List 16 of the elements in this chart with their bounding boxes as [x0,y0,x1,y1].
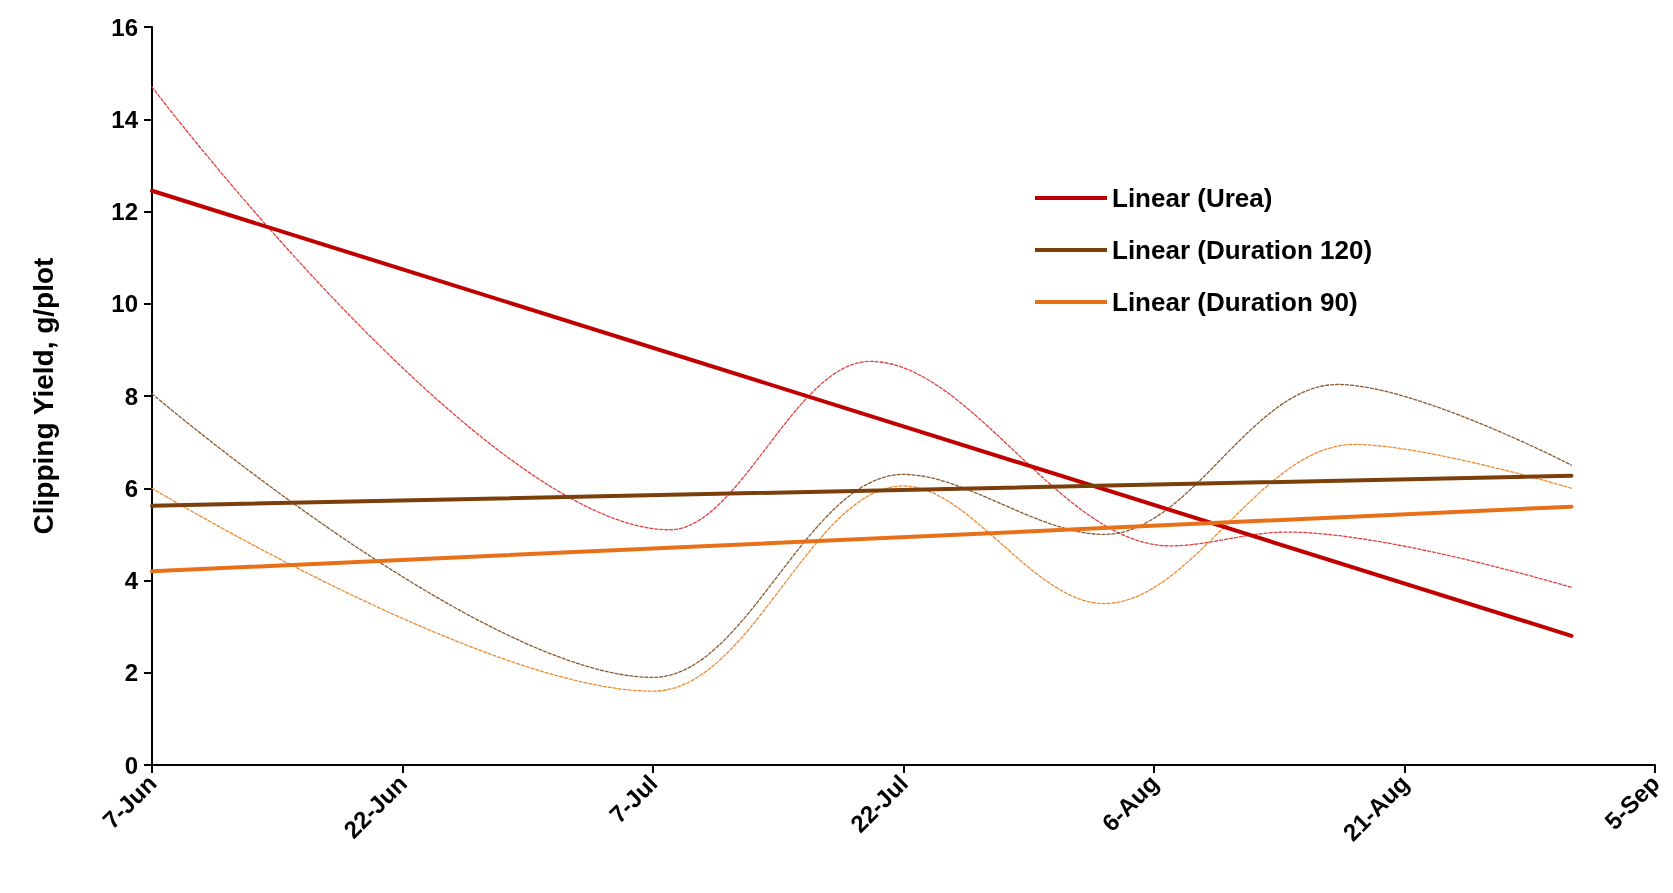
line-series [151,86,1573,589]
y-tick-label: 8 [124,382,138,410]
y-axis-title: Clipping Yield, g/plot [27,257,59,535]
y-tick-label: 12 [111,198,138,225]
legend-label: Linear (Urea) [1112,183,1273,213]
y-tick-label: 14 [111,105,139,133]
legend-label: Linear (Duration 120) [1112,235,1373,265]
legend-label: Linear (Duration 90) [1112,287,1358,317]
y-tick-label: 10 [111,290,138,318]
line-series [151,383,1573,679]
y-tick-label: 6 [124,474,138,502]
y-tick-label: 4 [124,567,139,594]
y-tick-label: 2 [124,659,138,687]
line-series [151,443,1573,692]
y-tick-label: 16 [111,13,138,41]
y-tick-label: 0 [124,751,138,779]
